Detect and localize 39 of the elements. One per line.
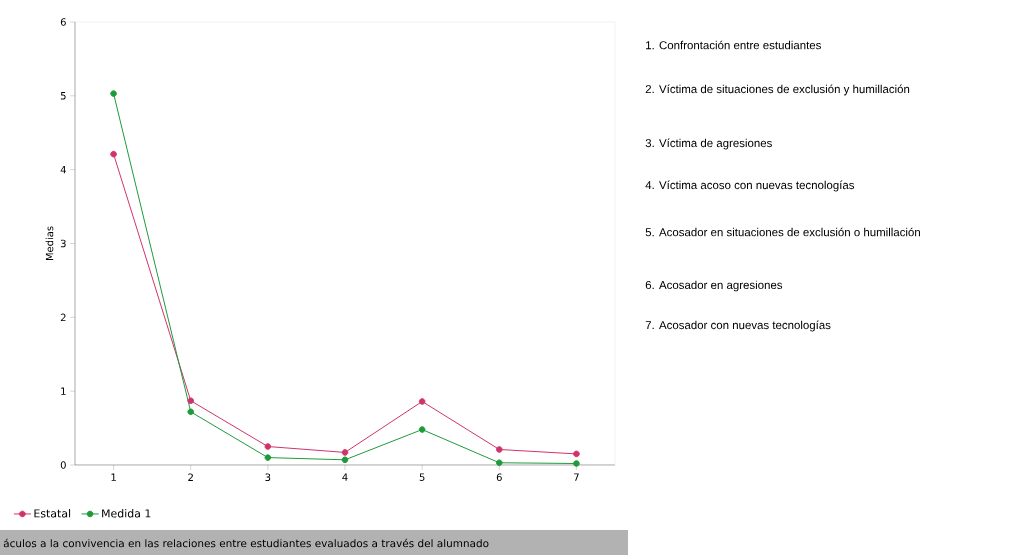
- legend-label: Medida 1: [102, 509, 151, 518]
- y-tick-label: 1: [61, 387, 66, 395]
- x-tick-label: 6: [496, 473, 502, 482]
- point: [418, 426, 426, 433]
- y-tick-label: 2: [60, 313, 66, 322]
- point: [110, 150, 117, 158]
- point: [341, 456, 349, 464]
- point: [495, 446, 503, 453]
- text: 5. Acosador en situaciones de exclusión o humillación: [645, 227, 920, 237]
- point: [187, 397, 195, 405]
- legend-label: Estatal: [34, 509, 71, 518]
- y-tick-label: 6: [60, 18, 66, 26]
- y-tick-label: 0: [60, 461, 66, 469]
- y-tick-label: 5: [60, 92, 66, 100]
- text: 7. Acosador con nuevas tecnologías: [645, 320, 831, 332]
- text: 3. Víctima de agresiones: [645, 138, 772, 150]
- point: [573, 460, 580, 467]
- y-axis-title: Medias: [45, 226, 54, 261]
- point: [418, 398, 426, 405]
- x-tick-label: 1: [111, 473, 116, 481]
- point: [264, 454, 272, 461]
- text: 4. Víctima acoso con nuevas tecnologías: [645, 180, 855, 192]
- point: [495, 459, 503, 467]
- y-tick-label: 4: [60, 166, 66, 174]
- x-tick-label: 5: [419, 473, 425, 481]
- point: [573, 450, 580, 458]
- x-tick-label: 3: [265, 473, 271, 482]
- text: áculos a la convivencia en las relaciones entre estudiantes evaluados a través del alumnado: [3, 538, 489, 548]
- point: [110, 90, 117, 97]
- point: [341, 449, 349, 456]
- x-tick-label: 2: [188, 473, 193, 481]
- x-tick-label: 7: [574, 473, 579, 481]
- text: 6. Acosador en agresiones: [645, 280, 783, 292]
- y-tick-label: 3: [60, 239, 66, 248]
- text: 2. Víctima de situaciones de exclusión y humillación: [645, 84, 910, 96]
- point: [264, 443, 272, 450]
- text: 1. Confrontación entre estudiantes: [646, 40, 821, 50]
- point: [187, 408, 195, 416]
- x-tick-label: 4: [342, 473, 348, 481]
